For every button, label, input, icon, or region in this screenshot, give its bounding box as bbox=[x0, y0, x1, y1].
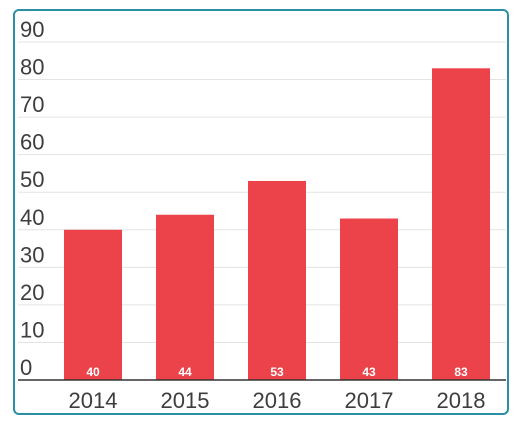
x-axis-labels: 2014 2015 2016 2017 2018 bbox=[69, 388, 486, 413]
y-tick-label: 0 bbox=[20, 355, 32, 380]
y-tick-label: 40 bbox=[20, 205, 44, 230]
bar-2016 bbox=[248, 180, 306, 380]
bar-2017 bbox=[340, 218, 398, 380]
y-tick-label: 70 bbox=[20, 92, 44, 117]
data-label-2014: 40 bbox=[86, 365, 100, 379]
bar-2015 bbox=[156, 214, 214, 380]
y-tick-label: 80 bbox=[20, 55, 44, 80]
data-label-2016: 53 bbox=[270, 365, 284, 379]
y-tick-label: 50 bbox=[20, 167, 44, 192]
bars bbox=[64, 68, 490, 381]
x-tick-label-2014: 2014 bbox=[69, 388, 118, 413]
y-axis-ticks: 0 10 20 30 40 50 60 70 80 90 bbox=[20, 17, 44, 380]
x-tick-label-2016: 2016 bbox=[253, 388, 302, 413]
bar-2018 bbox=[432, 68, 490, 381]
y-tick-label: 90 bbox=[20, 17, 44, 42]
data-labels: 40 44 53 43 83 bbox=[86, 365, 468, 379]
x-tick-label-2018: 2018 bbox=[437, 388, 486, 413]
y-tick-label: 60 bbox=[20, 130, 44, 155]
x-tick-label-2015: 2015 bbox=[161, 388, 210, 413]
bar-2014 bbox=[64, 229, 122, 380]
data-label-2018: 83 bbox=[454, 365, 468, 379]
data-label-2017: 43 bbox=[362, 365, 376, 379]
x-tick-label-2017: 2017 bbox=[345, 388, 394, 413]
y-tick-label: 30 bbox=[20, 242, 44, 267]
y-tick-label: 20 bbox=[20, 280, 44, 305]
data-label-2015: 44 bbox=[178, 365, 192, 379]
y-tick-label: 10 bbox=[20, 317, 44, 342]
